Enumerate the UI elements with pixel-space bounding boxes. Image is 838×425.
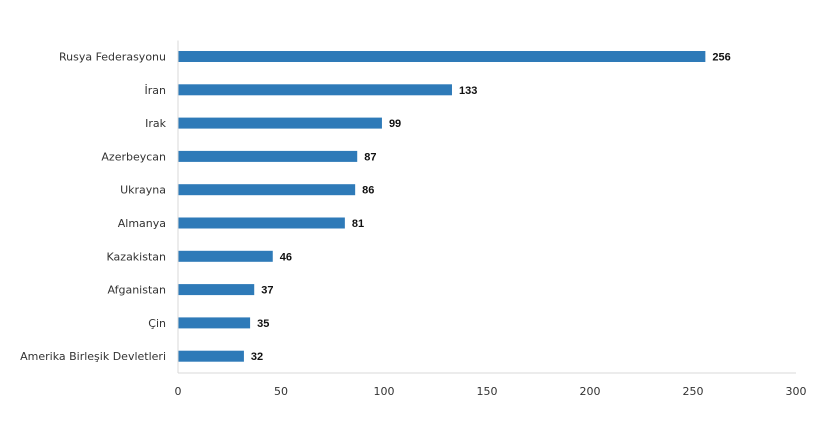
data-label: 87 [364, 151, 376, 163]
bar [178, 284, 255, 296]
x-tick-label: 150 [477, 385, 498, 398]
data-label: 32 [251, 351, 263, 363]
bar [178, 250, 273, 262]
labels-layer: Rusya Federasyonu 256 İran 133 Irak 99 Azerbey… [20, 51, 731, 364]
data-label: 133 [459, 85, 477, 97]
bar [178, 84, 452, 96]
category-label: İran [145, 84, 167, 97]
category-label: Almanya [118, 217, 166, 230]
category-label: Rusya Federasyonu [59, 51, 166, 64]
bar [178, 51, 706, 62]
category-label: Afganistan [107, 284, 166, 297]
category-label: Kazakistan [107, 250, 166, 263]
category-label: Irak [145, 117, 167, 130]
data-label: 256 [712, 52, 730, 64]
data-label: 81 [352, 218, 364, 230]
bar [178, 184, 356, 196]
category-label: Amerika Birleşik Devletleri [20, 350, 166, 363]
x-tick-label: 250 [683, 385, 704, 398]
x-tick-label: 200 [580, 385, 601, 398]
data-label: 46 [280, 251, 292, 263]
x-tick-label: 0 [175, 385, 182, 398]
category-label: Çin [148, 317, 166, 330]
bar [178, 317, 251, 329]
bar [178, 117, 382, 129]
data-label: 35 [257, 318, 269, 330]
x-tick-label: 50 [274, 385, 288, 398]
x-tick-label: 100 [374, 385, 395, 398]
data-label: 99 [389, 118, 401, 130]
data-label: 86 [362, 185, 374, 197]
x-axis: 0 50 100 150 200 250 300 [175, 40, 807, 398]
category-label: Azerbeycan [101, 150, 166, 163]
category-label: Ukrayna [120, 184, 166, 197]
data-label: 37 [261, 285, 273, 297]
bar [178, 217, 345, 229]
x-tick-label: 300 [786, 385, 807, 398]
bar [178, 150, 358, 162]
bars-layer [178, 51, 706, 362]
bar [178, 350, 244, 362]
